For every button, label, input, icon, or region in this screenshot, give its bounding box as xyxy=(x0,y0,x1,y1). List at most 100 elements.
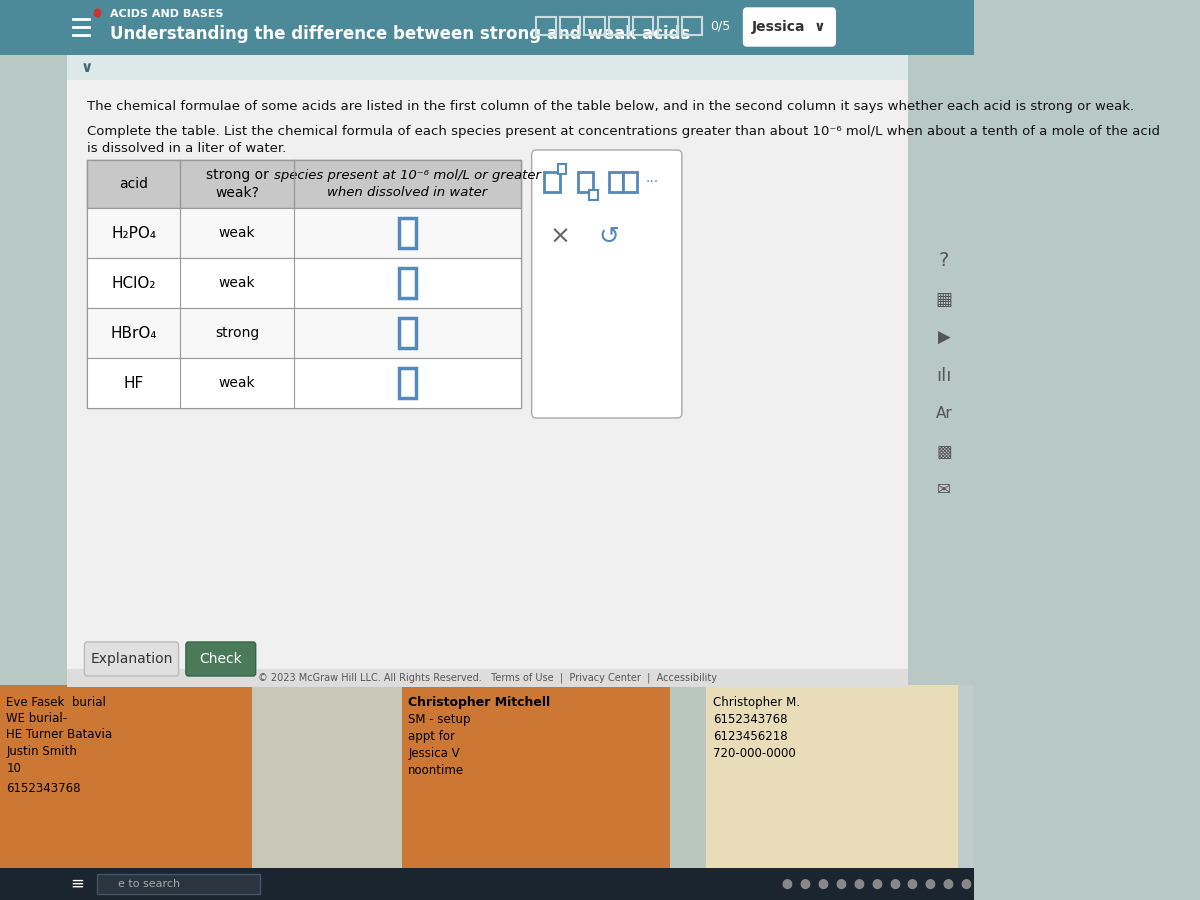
Bar xyxy=(584,17,605,35)
Text: Jessica V: Jessica V xyxy=(408,747,460,760)
Text: SM - setup: SM - setup xyxy=(408,713,470,726)
Text: ?: ? xyxy=(938,250,949,269)
Bar xyxy=(398,368,416,398)
Text: ...: ... xyxy=(646,171,659,185)
Text: Complete the table. List the chemical formula of each species present at concent: Complete the table. List the chemical fo… xyxy=(86,125,1160,138)
Text: noontime: noontime xyxy=(408,764,464,777)
Bar xyxy=(560,17,581,35)
Bar xyxy=(634,17,654,35)
Text: Check: Check xyxy=(199,652,242,666)
Text: Christopher Mitchell: Christopher Mitchell xyxy=(408,696,551,709)
Bar xyxy=(707,685,958,868)
Text: ⬤: ⬤ xyxy=(960,879,971,889)
Text: e to search: e to search xyxy=(118,879,180,889)
Text: ✉: ✉ xyxy=(937,481,950,499)
Text: ⬤: ⬤ xyxy=(853,879,864,889)
Bar xyxy=(252,685,402,868)
Bar xyxy=(0,868,974,900)
Text: ⬤: ⬤ xyxy=(782,879,793,889)
Text: is dissolved in a liter of water.: is dissolved in a liter of water. xyxy=(86,142,286,155)
Bar xyxy=(608,17,629,35)
Bar xyxy=(86,258,521,308)
Text: Christopher M.: Christopher M. xyxy=(713,696,799,709)
Text: 720-000-0000: 720-000-0000 xyxy=(713,747,796,760)
FancyBboxPatch shape xyxy=(744,8,835,46)
Text: 10: 10 xyxy=(6,762,22,775)
Text: species present at 10⁻⁶ mol/L or greater
when dissolved in water: species present at 10⁻⁶ mol/L or greater… xyxy=(274,168,541,200)
Text: acid: acid xyxy=(119,177,148,191)
Text: ⬤: ⬤ xyxy=(907,879,918,889)
Text: ▶: ▶ xyxy=(937,329,950,347)
Bar xyxy=(86,208,521,258)
Bar xyxy=(544,172,560,192)
Text: ×: × xyxy=(550,225,570,249)
Text: ⬤: ⬤ xyxy=(943,879,954,889)
Text: The chemical formulae of some acids are listed in the first column of the table : The chemical formulae of some acids are … xyxy=(86,100,1134,113)
Bar xyxy=(86,160,521,208)
Text: Explanation: Explanation xyxy=(90,652,173,666)
Text: 6152343768: 6152343768 xyxy=(6,782,80,795)
Text: ⬤: ⬤ xyxy=(871,879,882,889)
Text: H₂PO₄: H₂PO₄ xyxy=(112,226,156,240)
Text: 0/5: 0/5 xyxy=(710,20,731,32)
Text: weak: weak xyxy=(218,276,256,290)
Text: Understanding the difference between strong and weak acids: Understanding the difference between str… xyxy=(109,25,690,43)
Bar xyxy=(0,685,252,868)
Text: strong or
weak?: strong or weak? xyxy=(205,167,269,200)
Bar xyxy=(86,308,521,358)
Bar xyxy=(558,164,565,174)
Bar xyxy=(86,160,521,408)
Bar xyxy=(86,358,521,408)
Bar xyxy=(608,172,623,192)
Bar xyxy=(97,874,259,894)
Bar xyxy=(535,17,556,35)
Bar xyxy=(578,172,593,192)
Text: weak: weak xyxy=(218,376,256,390)
Bar xyxy=(670,685,707,868)
Text: ↺: ↺ xyxy=(599,225,619,249)
Circle shape xyxy=(94,9,101,17)
Text: ⬤: ⬤ xyxy=(925,879,936,889)
Text: WE burial-: WE burial- xyxy=(6,712,67,725)
Text: ▦: ▦ xyxy=(936,291,953,309)
Text: 6123456218: 6123456218 xyxy=(713,730,787,743)
Text: ⬤: ⬤ xyxy=(799,879,811,889)
Text: HF: HF xyxy=(124,375,144,391)
FancyBboxPatch shape xyxy=(186,642,256,676)
Bar xyxy=(398,318,416,348)
Bar xyxy=(588,190,599,200)
Bar xyxy=(402,685,670,868)
Bar xyxy=(66,55,907,80)
Text: HClO₂: HClO₂ xyxy=(112,275,156,291)
FancyBboxPatch shape xyxy=(84,642,179,676)
Text: ⬤: ⬤ xyxy=(889,879,900,889)
Bar xyxy=(0,0,974,55)
Text: ⬤: ⬤ xyxy=(835,879,846,889)
FancyBboxPatch shape xyxy=(532,150,682,418)
Text: HE Turner Batavia: HE Turner Batavia xyxy=(6,728,113,741)
Text: ▩: ▩ xyxy=(936,443,952,461)
Text: Eve Fasek  burial: Eve Fasek burial xyxy=(6,696,107,709)
Text: Ar: Ar xyxy=(936,407,953,421)
Text: strong: strong xyxy=(215,326,259,340)
Text: appt for: appt for xyxy=(408,730,455,743)
Text: © 2023 McGraw Hill LLC. All Rights Reserved.   Terms of Use  |  Privacy Center  : © 2023 McGraw Hill LLC. All Rights Reser… xyxy=(258,673,716,683)
Text: Justin Smith: Justin Smith xyxy=(6,745,77,758)
Text: ∨: ∨ xyxy=(82,60,94,76)
Bar xyxy=(398,218,416,248)
Text: ılı: ılı xyxy=(936,367,952,385)
Text: HBrO₄: HBrO₄ xyxy=(110,326,157,340)
Bar xyxy=(658,17,678,35)
Text: ≡: ≡ xyxy=(70,875,84,893)
Bar xyxy=(0,685,974,900)
Text: weak: weak xyxy=(218,226,256,240)
Bar xyxy=(682,17,702,35)
Bar xyxy=(624,172,637,192)
Text: Jessica  ∨: Jessica ∨ xyxy=(751,20,827,34)
Bar xyxy=(66,669,907,687)
Text: ACIDS AND BASES: ACIDS AND BASES xyxy=(109,9,223,19)
Text: 6152343768: 6152343768 xyxy=(713,713,787,726)
Bar xyxy=(398,268,416,298)
Text: ⬤: ⬤ xyxy=(817,879,828,889)
Bar xyxy=(66,55,907,685)
